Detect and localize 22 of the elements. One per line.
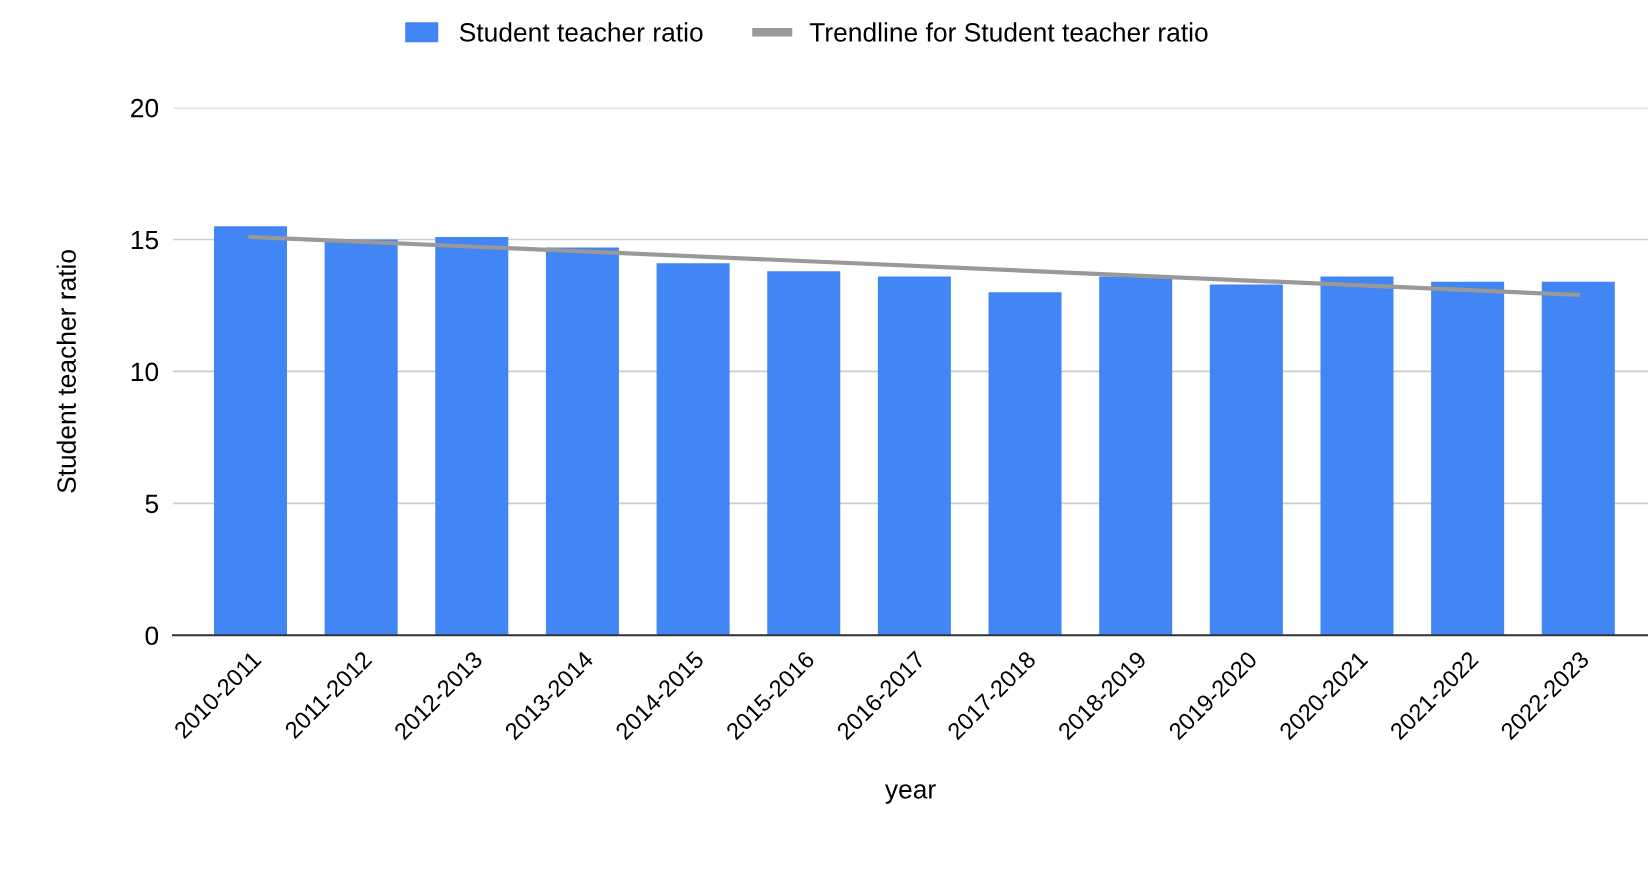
- bar: [988, 292, 1062, 636]
- y-tick-label: 10: [131, 362, 159, 382]
- y-axis-title: Student teacher ratio: [56, 250, 76, 493]
- y-tick-label: 15: [131, 230, 159, 250]
- bar: [1431, 281, 1505, 636]
- legend-label: Trendline for Student teacher ratio: [809, 22, 1208, 42]
- bar: [545, 247, 619, 636]
- bar: [1541, 281, 1615, 636]
- bar: [1320, 276, 1394, 636]
- bar: [1209, 284, 1283, 636]
- y-tick-label: 5: [145, 494, 159, 514]
- y-tick-label: 0: [145, 626, 159, 646]
- bar: [1099, 276, 1173, 636]
- x-axis-title: year: [884, 784, 936, 804]
- bar: [767, 271, 841, 636]
- bar: [656, 263, 730, 636]
- bar: [877, 276, 951, 636]
- bar: [213, 226, 288, 636]
- bar: [435, 236, 509, 636]
- bar: [324, 239, 398, 636]
- y-tick-label: 20: [131, 98, 159, 118]
- legend-label: Student teacher ratio: [459, 22, 703, 42]
